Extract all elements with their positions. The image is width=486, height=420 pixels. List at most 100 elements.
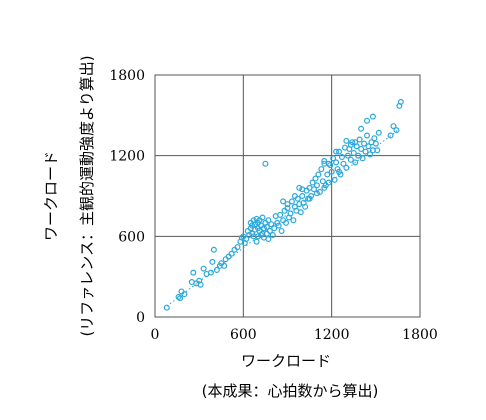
data-point [365, 143, 372, 150]
data-point [275, 222, 282, 229]
data-point [361, 140, 368, 147]
data-point [299, 186, 306, 193]
data-point [331, 176, 338, 183]
data-point [313, 190, 320, 197]
data-point [336, 168, 343, 175]
x-axis-ticks: 0 600 1200 1800 [151, 327, 438, 343]
data-point [390, 123, 397, 130]
data-point [177, 295, 184, 302]
data-point [262, 160, 269, 167]
x-axis-title-line1: ワークロード [241, 352, 331, 370]
data-point [284, 205, 291, 212]
x-axis-title-line2: (本成果：心拍数から算出) [202, 382, 379, 400]
data-point [375, 129, 382, 136]
data-point [328, 168, 335, 175]
data-point [366, 151, 373, 158]
data-point [197, 281, 204, 288]
data-point [340, 160, 347, 167]
data-point [362, 148, 369, 155]
data-point [263, 223, 270, 230]
y-tick-label: 1800 [109, 68, 145, 84]
data-point [358, 145, 365, 152]
y-tick-label: 0 [136, 310, 145, 326]
data-point [312, 175, 319, 182]
data-point [338, 154, 345, 161]
data-point [315, 171, 322, 178]
data-point [347, 156, 354, 163]
plot-area [154, 74, 421, 318]
data-point [350, 149, 357, 156]
x-tick-label: 0 [151, 327, 160, 343]
data-point [290, 217, 297, 224]
data-point [210, 246, 217, 253]
y-tick-label: 1200 [109, 149, 145, 165]
data-point [207, 269, 214, 276]
data-point [372, 140, 379, 147]
data-point [336, 148, 343, 155]
data-point [268, 221, 275, 228]
data-point [271, 225, 278, 232]
data-point [253, 238, 260, 245]
data-point [364, 117, 371, 124]
data-point [221, 262, 228, 269]
data-point [302, 203, 309, 210]
data-point [309, 179, 316, 186]
data-point [265, 217, 272, 224]
data-point [319, 178, 326, 185]
data-point [318, 166, 325, 173]
data-point [393, 127, 400, 134]
y-axis-title-line1: ワークロード [42, 151, 60, 241]
data-point [374, 147, 381, 154]
x-tick-label: 600 [230, 327, 257, 343]
y-axis-title-line2: (リファレンス：主観的運動強度より算出) [78, 55, 96, 336]
data-point [291, 193, 298, 200]
data-point [311, 186, 318, 193]
data-point [163, 304, 170, 311]
data-point [265, 236, 272, 243]
data-point [359, 155, 366, 162]
y-tick-label: 600 [118, 229, 145, 245]
plot-frame [154, 74, 421, 318]
data-point [369, 113, 376, 120]
data-point [397, 98, 404, 105]
data-point [249, 222, 256, 229]
data-point [321, 158, 328, 165]
data-point [259, 214, 266, 221]
data-point [283, 219, 290, 226]
data-point [200, 265, 207, 272]
data-point [330, 155, 337, 162]
data-point [387, 132, 394, 139]
data-point [356, 136, 363, 143]
data-point [327, 162, 334, 169]
data-point [347, 141, 354, 148]
data-point [181, 291, 188, 298]
y-axis-ticks: 0 600 1200 1800 [109, 68, 145, 326]
x-tick-label: 1200 [314, 327, 350, 343]
data-point [228, 250, 235, 257]
data-point [190, 269, 197, 276]
data-point [175, 293, 182, 300]
data-point [209, 258, 216, 265]
data-point [358, 125, 365, 132]
data-point [371, 135, 378, 142]
data-point [324, 171, 331, 178]
data-point [297, 209, 304, 216]
data-point [313, 182, 320, 189]
data-point [325, 179, 332, 186]
data-point [343, 137, 350, 144]
data-point [278, 227, 285, 234]
data-point [352, 159, 359, 166]
data-point [280, 198, 287, 205]
data-point [260, 225, 267, 232]
data-point [343, 164, 350, 171]
data-point [296, 184, 303, 191]
data-point [255, 233, 262, 240]
data-point [333, 159, 340, 166]
data-point [277, 211, 284, 218]
data-point [352, 139, 359, 146]
data-point [364, 132, 371, 139]
data-point [234, 244, 241, 251]
data-point [316, 188, 323, 195]
data-point [333, 148, 340, 155]
